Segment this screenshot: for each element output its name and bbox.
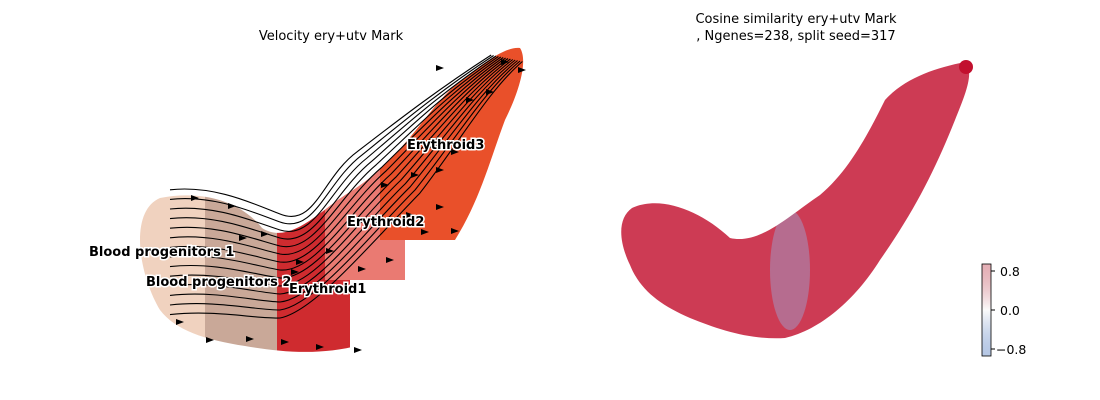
streamline-arrow	[358, 266, 366, 272]
streamline-arrow	[239, 235, 247, 241]
streamline	[169, 57, 504, 255]
colorbar-tick-label-mid: 0.0	[1000, 303, 1020, 318]
streamline-arrow	[386, 257, 394, 263]
streamline-arrow	[296, 259, 304, 265]
streamline-arrow	[411, 172, 419, 178]
streamline	[169, 57, 506, 263]
streamline-arrow	[246, 336, 254, 342]
cluster-label-erythroid1: Erythroid1	[289, 282, 366, 297]
streamline	[169, 58, 509, 271]
cluster-label-blood-progenitors-1: Blood progenitors 1	[89, 245, 234, 260]
streamline-arrow	[316, 344, 324, 350]
cosine-tip	[959, 60, 973, 74]
cosine-cells	[621, 62, 970, 339]
streamline	[169, 59, 514, 287]
streamline	[169, 54, 492, 217]
streamline-arrow	[176, 319, 184, 325]
cluster-label-erythroid3: Erythroid3	[407, 138, 484, 153]
streamline-arrow	[381, 182, 389, 188]
cosine-low-region	[770, 210, 810, 330]
streamline-arrow	[451, 149, 459, 155]
velocity-panel: Velocity ery+utv Mark Blood progenitors …	[88, 29, 526, 353]
streamline-arrow	[326, 287, 334, 293]
streamline-arrow	[486, 89, 494, 95]
streamline-arrow	[281, 339, 289, 345]
streamline-arrow	[206, 337, 214, 343]
colorbar: 0.8 0.0 −0.8	[981, 263, 1026, 357]
cluster-label-erythroid2: Erythroid2	[347, 215, 424, 230]
colorbar-gradient	[981, 263, 992, 357]
streamline	[169, 60, 518, 303]
streamline-arrow	[291, 269, 299, 275]
streamline-arrow	[354, 347, 362, 353]
cluster-label-blood-progenitors-2: Blood progenitors 2	[146, 275, 291, 290]
streamline	[169, 59, 516, 295]
colorbar-tick-label-high: 0.8	[1000, 264, 1020, 279]
streamline-arrow	[518, 67, 526, 73]
streamline-arrow	[406, 212, 414, 218]
streamline-arrow	[436, 167, 444, 173]
streamline	[169, 58, 511, 279]
streamline-arrow	[466, 97, 474, 103]
streamline-arrow	[421, 229, 429, 235]
streamline	[169, 55, 497, 232]
streamline-arrow	[451, 228, 459, 234]
streamline-arrow	[436, 204, 444, 210]
streamline-arrow	[326, 248, 334, 254]
streamline	[169, 61, 523, 319]
streamline-arrow	[501, 59, 509, 65]
streamline	[169, 56, 502, 248]
streamline	[169, 56, 499, 240]
streamline-arrow	[191, 195, 199, 201]
velocity-title: Velocity ery+utv Mark	[259, 29, 404, 44]
colorbar-tick-label-low: −0.8	[996, 342, 1026, 357]
cosine-subtitle: , Ngenes=238, split seed=317	[696, 29, 895, 44]
streamline	[169, 55, 494, 225]
cluster-region-blood-progenitors-2	[205, 180, 277, 352]
streamline-arrow	[228, 203, 236, 209]
cluster-labels: Blood progenitors 1 Blood progenitors 2 …	[88, 137, 486, 299]
cosine-panel: Cosine similarity ery+utv Mark , Ngenes=…	[621, 12, 1026, 357]
streamline	[169, 60, 521, 311]
streamline-arrow	[436, 65, 444, 71]
cluster-region-blood-progenitors-1	[140, 180, 205, 352]
cosine-title: Cosine similarity ery+utv Mark	[695, 12, 897, 27]
streamline-arrow	[261, 231, 269, 237]
streamline-arrow	[428, 143, 436, 149]
velocity-streamlines	[169, 54, 526, 353]
